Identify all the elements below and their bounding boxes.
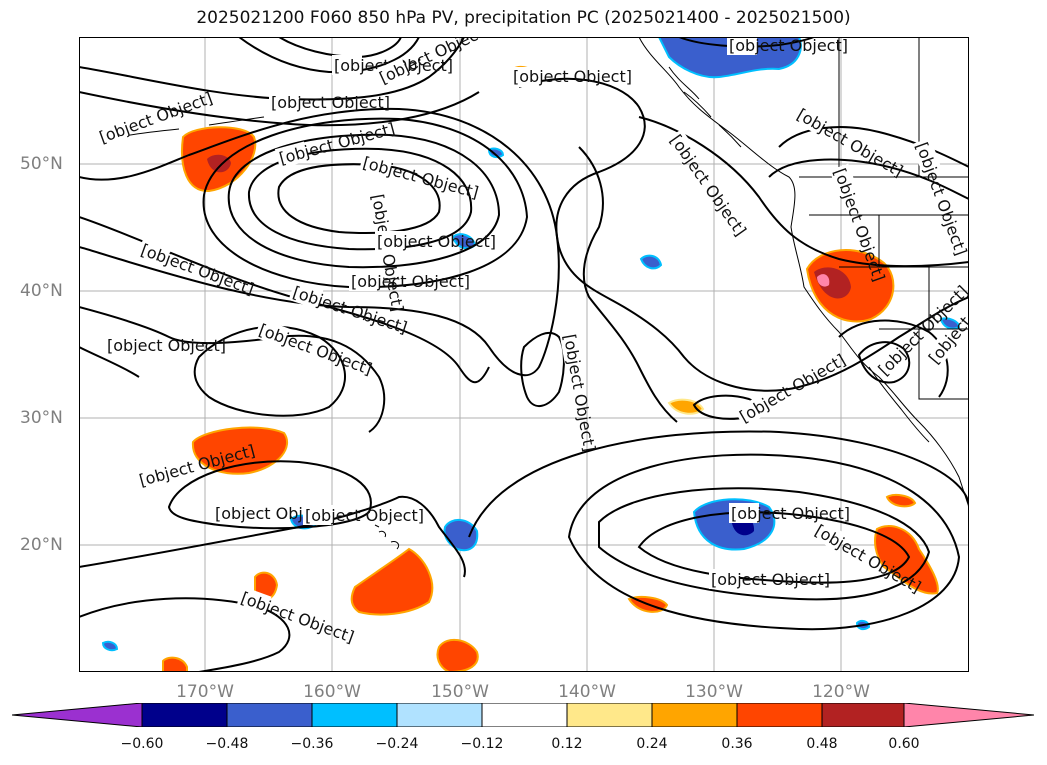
- baja-peninsula: [868, 366, 930, 443]
- map-border: [79, 37, 969, 672]
- contour-0.5-east: [598, 487, 931, 601]
- contour-label: [object Object]: [238, 588, 356, 647]
- lon-label-120w: 120°W: [812, 682, 870, 702]
- colorbar: [11, 702, 1035, 728]
- contour-0.2-center: [578, 146, 678, 423]
- lon-label-160w: 160°W: [303, 682, 361, 702]
- us-state-lines: [809, 214, 969, 400]
- colorbar-bin: [397, 703, 482, 727]
- lon-label-130w: 130°W: [685, 682, 743, 702]
- colorbar-bin: [482, 703, 567, 727]
- contour-label: [object Object]: [666, 131, 750, 239]
- precip-negative-areas: [101, 37, 961, 652]
- contour-label: [object Object]: [711, 570, 830, 589]
- contour-0.4-east: [567, 453, 961, 631]
- lon-label-170w: 170°W: [176, 682, 234, 702]
- colorbar-tick-label: 0.48: [806, 736, 838, 752]
- lon-label-150w: 150°W: [431, 682, 489, 702]
- contour-label: [object Object]: [912, 140, 969, 258]
- contour-center-meander: [518, 77, 969, 392]
- contour-label: [object Object]: [305, 506, 424, 525]
- contour-low-0.7: [227, 133, 501, 269]
- colorbar-bin: [142, 703, 227, 727]
- precip-neg-36n-116w: [939, 317, 961, 330]
- precip-blob-12n-151w: [436, 638, 479, 672]
- contour-0.3-coast: [838, 319, 949, 398]
- precip-blob-30n-138w: [667, 398, 705, 415]
- contour-0.2-island: [520, 331, 565, 407]
- contour-label: [object Object]: [368, 193, 407, 313]
- contour-label: [object Object]: [107, 336, 226, 355]
- colorbar-tick-label: 0.36: [721, 736, 753, 752]
- contour-0.5-north: [638, 116, 969, 268]
- precip-blob-10n-172w: [162, 656, 188, 672]
- colorbar-bin: [312, 703, 397, 727]
- contour-0.2-south: [79, 495, 466, 578]
- contour-low-0.6: [202, 117, 529, 289]
- lat-label-40n: 40°N: [20, 281, 63, 301]
- precip-peak-ca-coast: [817, 274, 830, 287]
- contour-1.2-north: [678, 37, 815, 48]
- precip-neg-40n-136w: [639, 254, 663, 270]
- colorbar-bin: [652, 703, 737, 727]
- map-canvas: [object Object] [object Object] [object …: [79, 37, 969, 672]
- contour-0.3-east: [468, 430, 969, 538]
- colorbar-extend-max: [904, 703, 1034, 727]
- colorbar-tick-label: −0.36: [290, 736, 334, 752]
- precip-blob-22n-116w: [885, 494, 917, 508]
- precip-core-50n-170w: [207, 154, 231, 173]
- contour-top-left-4: [278, 37, 402, 59]
- lon-label-140w: 140°W: [558, 682, 616, 702]
- colorbar-bin: [227, 703, 312, 727]
- precip-neg-19n-149w: [443, 519, 479, 552]
- map-panel: [object Object] [object Object] [object …: [79, 37, 969, 672]
- hawaii-islands: [374, 524, 400, 550]
- precip-blob-16n-153w: [350, 547, 434, 616]
- colorbar-tick-label: −0.12: [460, 736, 504, 752]
- contour-label: [object Object]: [560, 333, 599, 453]
- contour-label: [object Object]: [513, 67, 632, 86]
- contour-0.2-long: [79, 597, 291, 672]
- contour-top-left-1: [79, 37, 465, 101]
- alaska-panhandle-islands: [668, 66, 742, 148]
- colorbar-tick-label: −0.60: [120, 736, 164, 752]
- contour-label: [object Object]: [271, 93, 390, 112]
- colorbar-tick-label: 0.12: [551, 736, 583, 752]
- contour-0.4-coast: [857, 341, 911, 384]
- contour-0.2-west-edge: [79, 346, 140, 378]
- colorbar-bin: [567, 703, 652, 727]
- colorbar-bin: [822, 703, 904, 727]
- precip-neg-small-west: [101, 640, 119, 652]
- lat-label-20n: 20°N: [20, 535, 63, 555]
- contour-label: [object Object]: [729, 37, 848, 55]
- contour-label: [object Object]: [377, 232, 496, 251]
- contour-label: [object Object]: [256, 320, 374, 379]
- colorbar-ticks: [141, 703, 905, 727]
- colorbar-tick-label: 0.24: [636, 736, 668, 752]
- lat-label-30n: 30°N: [20, 408, 63, 428]
- colorbar-tick-label: −0.48: [205, 736, 249, 752]
- map-title: 2025021200 F060 850 hPa PV, precipitatio…: [196, 8, 851, 28]
- contour-1.0-north: [778, 126, 969, 168]
- colorbar-bin: [737, 703, 822, 727]
- colorbar-tick-label: 0.60: [888, 736, 920, 752]
- north-america-coast: [638, 37, 969, 508]
- contour-top-left-3: [238, 37, 420, 74]
- contour-low-0.8: [247, 147, 473, 251]
- colorbar-extend-min: [12, 703, 142, 727]
- contour-label: [object Object]: [736, 350, 849, 426]
- contour-0.5: [79, 107, 560, 377]
- contour-low-1.0: [277, 163, 441, 234]
- lat-label-50n: 50°N: [20, 154, 63, 174]
- colorbar-svg: [11, 702, 1035, 728]
- contour-label: [object Object]: [731, 504, 850, 523]
- contour-label: [object Object]: [351, 272, 470, 291]
- contour-0.8-north: [768, 158, 969, 200]
- colorbar-tick-label: −0.24: [375, 736, 419, 752]
